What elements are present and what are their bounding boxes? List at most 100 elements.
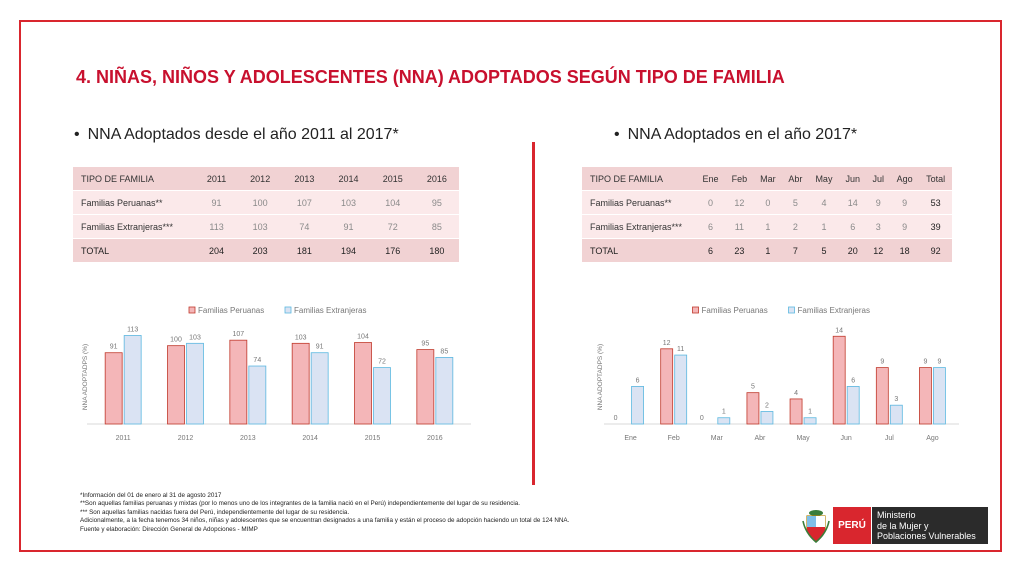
table-cell: 0	[753, 190, 783, 215]
bar-peruanas	[746, 392, 760, 425]
chart-adoptions-by-month: Familias Peruanas Familias Extranjeras NNA…	[597, 306, 959, 442]
table-cell: 181	[282, 238, 327, 263]
table-cell: 5	[782, 190, 809, 215]
row-label: Familias Extranjeras***	[73, 214, 195, 239]
data-label: 85	[440, 348, 448, 355]
table-adoptions-2011-2016: TIPO DE FAMILIA 2011 2012 2013 2014 2015 2016 F…	[73, 167, 459, 263]
bar-extranjeras	[933, 367, 946, 425]
table-cell: 2015	[370, 167, 415, 191]
bar-peruanas	[832, 335, 846, 425]
bar-peruanas	[354, 342, 372, 425]
table-cell: 6	[696, 214, 726, 239]
table-cell: 9	[890, 190, 920, 215]
data-label: 72	[378, 359, 386, 366]
table-row: Familias Extranjeras*** 6 11 1 2 1 6 3 9 39	[582, 214, 952, 239]
data-label: 103	[189, 334, 201, 341]
data-label: 0	[700, 415, 704, 422]
data-label: 1	[808, 409, 812, 416]
table-cell: 204	[195, 238, 239, 263]
table-cell: 2	[782, 214, 809, 239]
table-cell: 53	[919, 190, 952, 215]
ministry-line-2: de la Mujer y	[877, 520, 929, 531]
peru-logo: PERÚ	[833, 507, 871, 544]
table-cell: 176	[370, 238, 415, 263]
table-cell: 91	[195, 190, 239, 215]
row-label: TOTAL	[582, 238, 696, 263]
data-label: 9	[923, 359, 927, 366]
x-tick-label: May	[796, 435, 810, 442]
bar-peruanas	[104, 352, 123, 425]
right-bullet: • NNA Adoptados en el año 2017*	[614, 126, 857, 144]
bar-extranjeras	[631, 386, 644, 425]
chart-adoptions-by-year: Familias Peruanas Familias Extranjeras NNA…	[82, 306, 471, 442]
x-tick-label: 2013	[240, 435, 256, 442]
legend-swatch	[188, 306, 196, 314]
table-cell: 103	[326, 190, 371, 215]
bar-extranjeras	[803, 417, 817, 425]
table-cell: Jul	[866, 167, 891, 191]
table-row: Familias Extranjeras*** 113 103 74 91 72 85	[73, 214, 459, 239]
ministry-line-3: Poblaciones Vulnerables	[877, 531, 976, 541]
slide-frame	[19, 20, 1002, 552]
row-label: Familias Extranjeras***	[582, 214, 696, 239]
x-tick-label: 2014	[302, 435, 318, 442]
bar-extranjeras	[248, 365, 267, 425]
x-tick-label: 2015	[365, 435, 381, 442]
table-cell: 5	[808, 238, 840, 263]
data-label: 6	[636, 377, 640, 384]
table-cell: Mar	[753, 167, 783, 191]
bar-peruanas	[875, 367, 889, 425]
ministry-line-1: Ministerio	[877, 510, 916, 520]
table-cell: 1	[753, 214, 783, 239]
table-header-row: TIPO DE FAMILIA 2011 2012 2013 2014 2015 2016	[73, 167, 459, 191]
data-label: 6	[851, 377, 855, 384]
legend-label: Familias Peruanas	[702, 306, 768, 315]
table-cell: Feb	[725, 167, 754, 191]
table-cell: 0	[696, 190, 726, 215]
legend-label: Familias Extranjeras	[798, 306, 870, 315]
table-cell: 95	[414, 190, 459, 215]
data-label: 91	[110, 344, 118, 351]
left-bullet: • NNA Adoptados desde el año 2011 al 2017…	[74, 126, 399, 144]
data-label: 113	[127, 326, 138, 333]
bar-extranjeras	[674, 354, 688, 425]
row-label: Familias Peruanas**	[73, 190, 195, 215]
legend-label: Familias Peruanas	[198, 306, 264, 315]
bar-extranjeras	[889, 404, 903, 425]
x-tick-label: Ene	[624, 435, 637, 442]
table-cell: 104	[370, 190, 415, 215]
table-cell: 14	[839, 190, 867, 215]
x-tick-label: Jun	[841, 435, 852, 442]
bar-peruanas	[416, 349, 435, 425]
table-cell: 3	[866, 214, 891, 239]
table-header-row: TIPO DE FAMILIA Ene Feb Mar Abr May Jun Jul Ago T…	[582, 167, 952, 191]
data-label: 1	[722, 409, 726, 416]
bar-extranjeras	[717, 417, 731, 425]
table-cell: 203	[238, 238, 283, 263]
data-label: 5	[751, 384, 755, 391]
footnote-line: Adicionalmente, a la fecha tenemos 34 ni…	[80, 517, 570, 525]
table-cell: 113	[195, 214, 239, 239]
bullet-dot: •	[614, 126, 620, 143]
bullet-dot: •	[74, 126, 80, 143]
table-cell: Abr	[782, 167, 809, 191]
table-cell: 74	[282, 214, 327, 239]
table-cell: 4	[808, 190, 840, 215]
bar-peruanas	[789, 398, 803, 425]
x-tick-label: Jul	[885, 435, 894, 442]
data-label: 103	[295, 334, 307, 341]
data-label: 9	[880, 359, 884, 366]
data-label: 95	[421, 341, 429, 348]
y-axis-label: NNA ADOPTADPS (%)	[82, 344, 89, 410]
table-cell: 12	[725, 190, 754, 215]
x-tick-label: 2016	[427, 435, 443, 442]
bar-extranjeras	[760, 411, 774, 425]
table-cell: 9	[890, 214, 920, 239]
x-tick-label: Abr	[754, 435, 766, 442]
bar-extranjeras	[435, 357, 454, 425]
table-cell: 2013	[282, 167, 327, 191]
table-row: Familias Peruanas** 91 100 107 103 104 95	[73, 190, 459, 215]
legend-swatch	[788, 306, 795, 314]
footnote-line: Fuente y elaboración: Dirección General …	[80, 525, 258, 533]
bar-extranjeras	[373, 367, 391, 425]
